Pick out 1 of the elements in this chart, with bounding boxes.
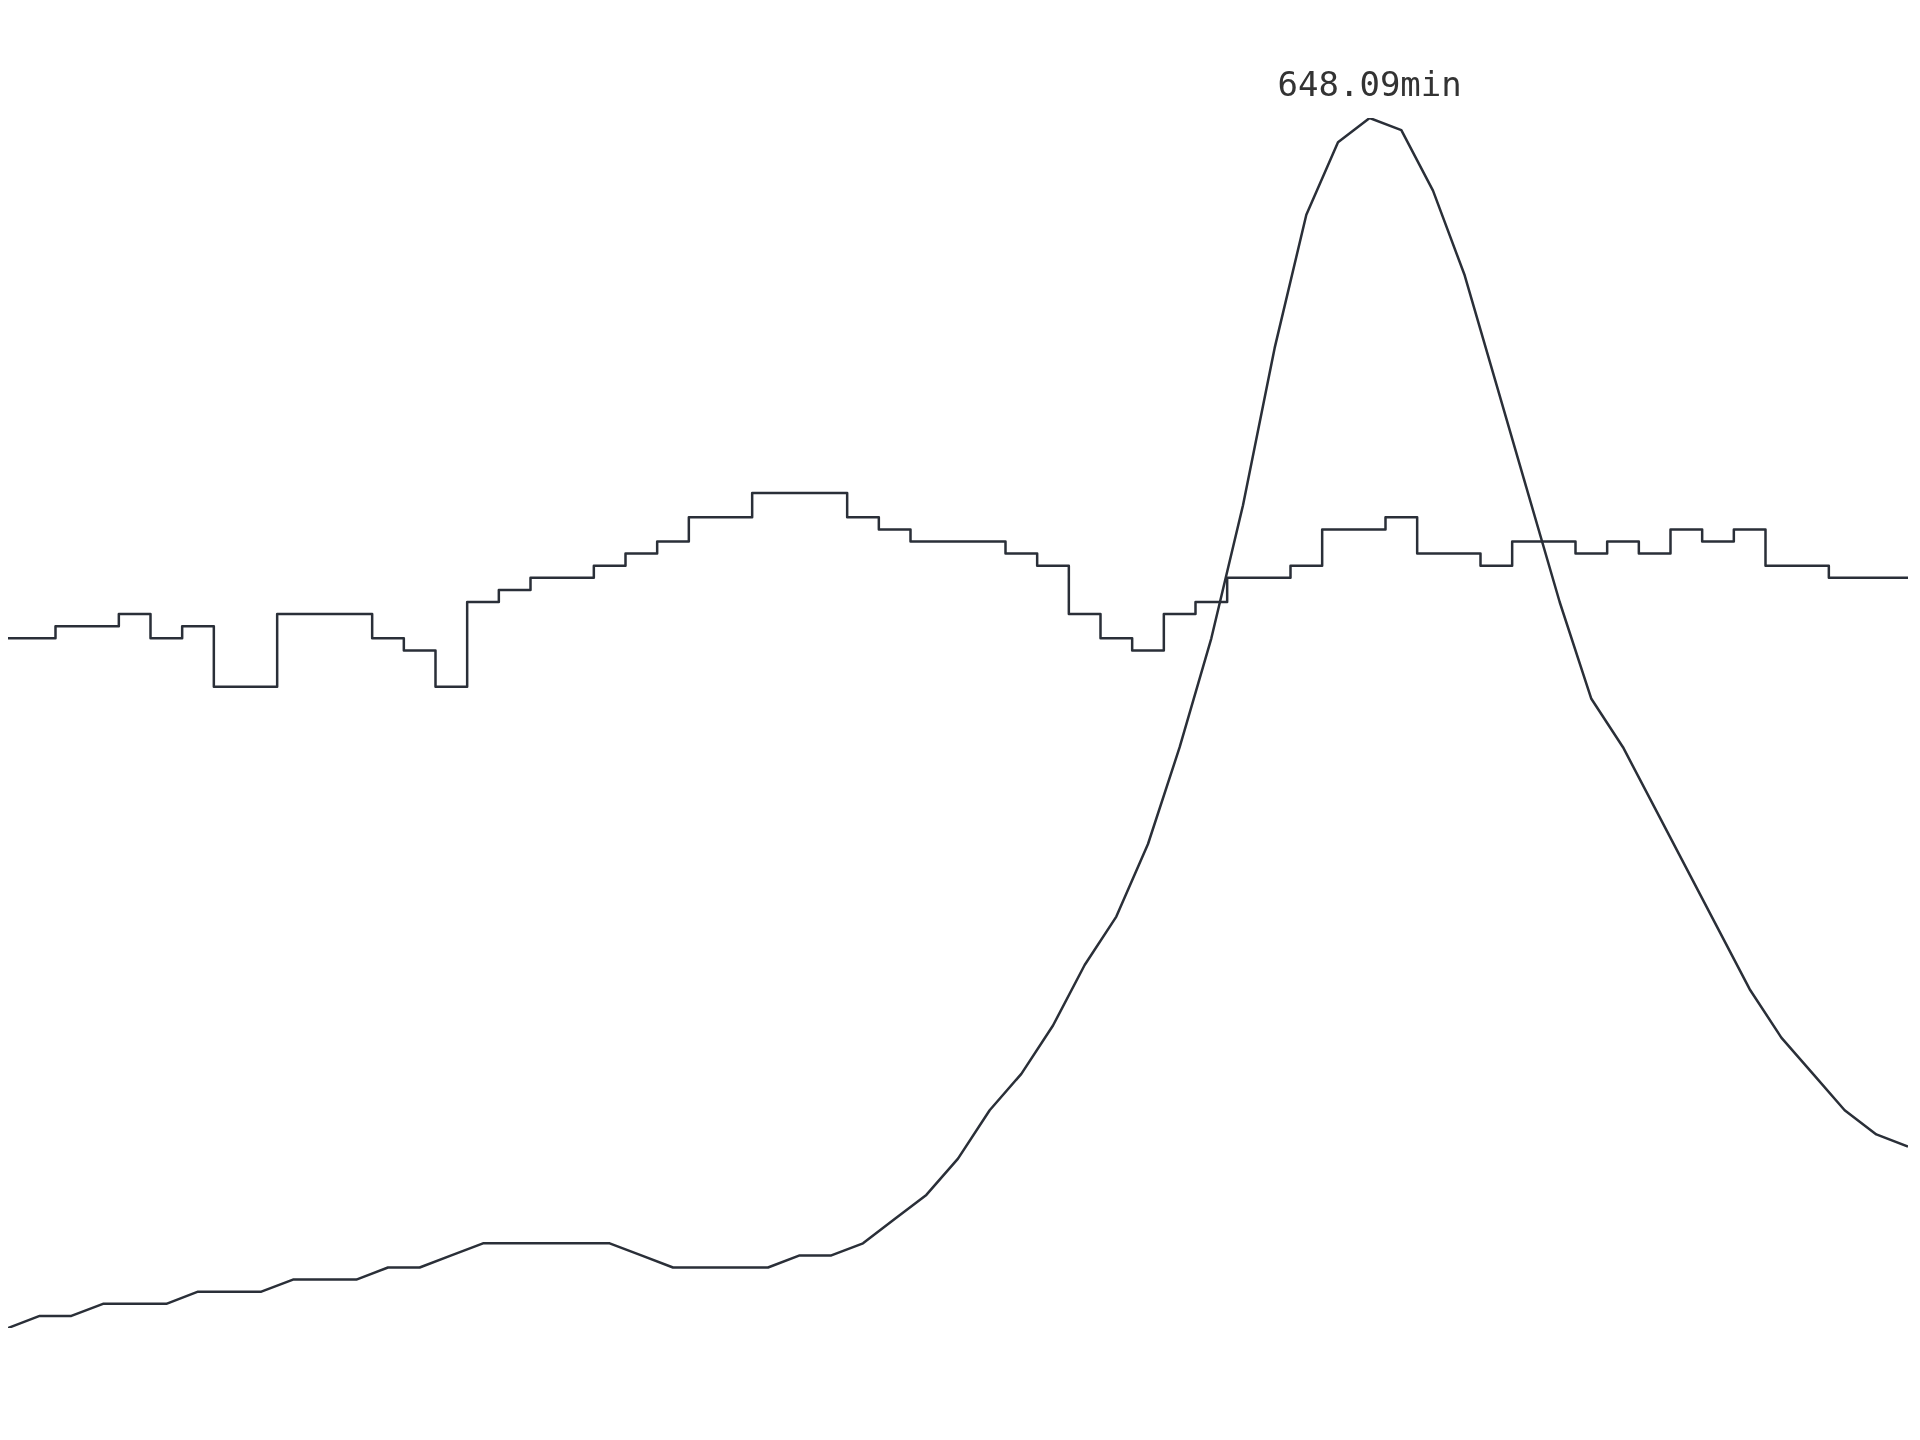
annotation: 648.09min bbox=[1277, 64, 1462, 104]
